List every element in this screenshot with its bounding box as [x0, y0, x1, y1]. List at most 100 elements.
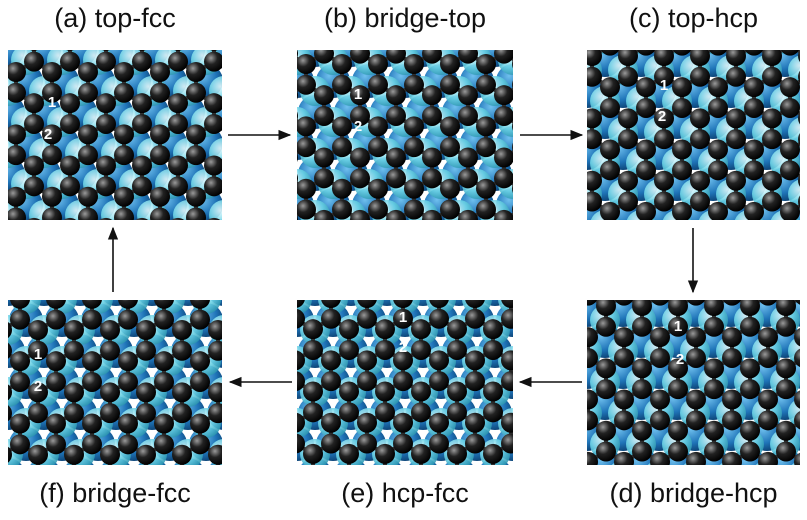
bond	[583, 288, 601, 298]
carbon-atom	[726, 191, 746, 212]
carbon-atom	[303, 319, 323, 340]
carbon-atom	[494, 105, 513, 126]
substrate-atom	[696, 229, 730, 263]
substrate-atom	[280, 2, 314, 36]
carbon-atom	[672, 139, 692, 160]
carbon-atom	[672, 223, 692, 243]
substrate-atom	[261, 303, 295, 337]
substrate-atom	[532, 2, 566, 36]
substrate-atom	[612, 300, 634, 304]
carbon-atom	[231, 319, 251, 339]
carbon-atom	[332, 74, 352, 95]
bond	[588, 264, 606, 274]
substrate-atom	[29, 262, 59, 292]
substrate-atom	[264, 439, 294, 469]
carbon-atom	[368, 262, 388, 282]
substrate-atom	[550, 95, 584, 129]
substrate-atom	[225, 188, 259, 222]
carbon-atom	[758, 389, 778, 410]
carbon-atom	[492, 15, 512, 35]
bond	[252, 54, 270, 64]
carbon-atom	[208, 320, 222, 340]
substrate-atom	[554, 429, 584, 459]
substrate-atom	[263, 284, 293, 314]
carbon-atom	[242, 85, 262, 105]
carbon-atom	[537, 496, 557, 516]
carbon-atom	[297, 116, 316, 137]
substrate-atom	[263, 346, 293, 376]
carbon-atom	[226, 434, 246, 454]
substrate-atom	[352, 250, 386, 284]
bond	[234, 178, 252, 188]
carbon-atom	[740, 254, 760, 274]
substrate-atom	[534, 231, 564, 261]
panel-label: (b) bridge-top	[324, 3, 486, 33]
carbon-atom	[546, 0, 566, 4]
carbon-atom	[726, 129, 746, 150]
bond	[232, 249, 250, 259]
carbon-atom	[483, 319, 503, 340]
bond	[196, 0, 214, 10]
bond	[714, 264, 732, 274]
carbon-atom	[501, 300, 513, 308]
carbon-atom	[591, 465, 611, 485]
bond	[480, 233, 498, 243]
carbon-atom	[458, 85, 478, 106]
carbon-atom	[614, 327, 634, 348]
bond	[538, 201, 556, 211]
carbon-atom	[614, 223, 634, 243]
carbon-atom	[528, 223, 548, 243]
bond	[18, 300, 20, 301]
carbon-atom	[744, 97, 764, 118]
carbon-atom	[668, 379, 688, 400]
carbon-atom	[222, 249, 242, 269]
substrate-atom	[261, 427, 295, 461]
carbon-atom	[528, 15, 548, 35]
carbon-atom	[687, 300, 705, 306]
carbon-atom	[0, 176, 8, 196]
carbon-atom	[0, 218, 8, 238]
bond	[556, 170, 574, 180]
bond	[74, 257, 92, 267]
bond	[234, 116, 252, 126]
carbon-atom	[102, 50, 110, 51]
carbon-atom	[587, 389, 598, 410]
bond	[178, 30, 196, 40]
carbon-atom	[10, 476, 30, 496]
bond	[510, 356, 513, 363]
carbon-atom	[339, 278, 359, 298]
bond	[516, 358, 534, 368]
substrate-atom	[83, 300, 113, 314]
substrate-atom	[0, 365, 7, 399]
substrate-atom	[243, 219, 277, 253]
carbon-atom	[578, 265, 598, 285]
substrate-atom	[11, 470, 41, 500]
carbon-atom	[546, 233, 566, 253]
bond	[270, 0, 288, 2]
carbon-atom	[260, 241, 280, 261]
carbon-atom	[776, 441, 796, 462]
substrate-atom	[734, 272, 764, 302]
bond	[534, 389, 552, 399]
carbon-atom	[794, 328, 800, 347]
carbon-atom	[490, 464, 496, 465]
substrate-atom	[552, 262, 582, 292]
carbon-atom	[528, 77, 548, 97]
carbon-atom	[798, 195, 800, 208]
carbon-atom	[82, 300, 102, 309]
carbon-atom	[528, 140, 548, 160]
bond	[502, 14, 520, 24]
carbon-atom	[267, 444, 287, 464]
substrate-atom	[153, 250, 187, 284]
carbon-atom	[224, 199, 244, 219]
bond	[462, 233, 480, 243]
carbon-atom	[213, 226, 233, 246]
bond	[56, 257, 74, 267]
carbon-atom	[46, 413, 66, 434]
bond	[378, 0, 396, 2]
bond	[277, 288, 295, 298]
carbon-atom	[524, 421, 544, 441]
substrate-atom	[426, 231, 456, 261]
panel-label: (d) bridge-hcp	[609, 478, 777, 508]
carbon-atom	[224, 137, 244, 157]
